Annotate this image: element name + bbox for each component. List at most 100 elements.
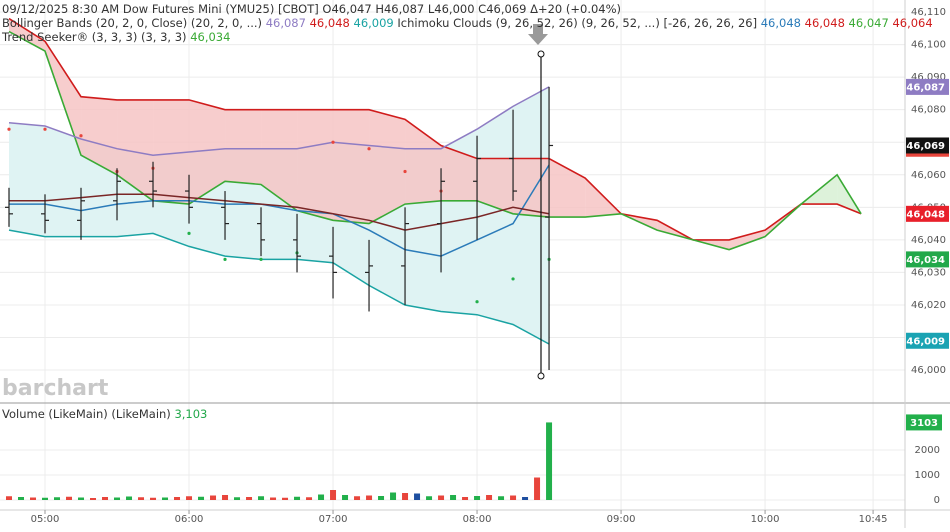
legend: 09/12/2025 8:30 AM Dow Futures Mini (YMU… (1, 2, 933, 421)
span-b-line (8, 17, 862, 241)
legend-text: 46,064 (892, 16, 932, 30)
volume-bar (258, 496, 265, 500)
cloud-fill (81, 96, 118, 175)
volume-bar (42, 497, 49, 500)
cloud-fill (189, 99, 226, 205)
y-tick-label: 46,110 (911, 7, 946, 18)
bollinger-lower (8, 229, 550, 345)
volume-bar (474, 496, 481, 500)
volume-bar (234, 497, 241, 500)
volume-bar (390, 492, 397, 500)
cloud-fill (261, 109, 298, 211)
volume-bar (354, 496, 361, 500)
volume-bar (138, 497, 145, 500)
trend-seeker-dot (475, 300, 479, 304)
trend-seeker-dot (331, 140, 335, 144)
y-tick-label: 46,020 (911, 300, 946, 311)
volume-tag (906, 414, 942, 431)
volume-bar (90, 498, 97, 500)
x-tick-label: 10:45 (859, 514, 888, 525)
trend-seeker-dot (43, 127, 47, 131)
volume-bar (510, 495, 517, 500)
cloud-fill (333, 109, 370, 224)
cloud-fill (225, 109, 262, 185)
volume-bar (486, 495, 493, 500)
x-tick-label: 05:00 (31, 514, 60, 525)
y-tick-label: 46,040 (911, 235, 946, 246)
x-tick-label: 06:00 (175, 514, 204, 525)
legend-text: Volume (LikeMain) (LikeMain) (2, 407, 174, 421)
trend-seeker-dot (7, 127, 11, 131)
axes: 46,00046,01046,02046,03046,04046,05046,0… (31, 7, 949, 525)
y-tick-label: 0 (934, 495, 940, 506)
legend-line: 09/12/2025 8:30 AM Dow Futures Mini (YMU… (2, 2, 621, 16)
volume-bar (534, 477, 541, 500)
watermark: barchart (2, 376, 109, 401)
y-tick-label: 1000 (915, 470, 940, 481)
volume-bar (306, 497, 313, 500)
volume-bar (342, 495, 349, 500)
trend-seeker-dot (403, 169, 407, 174)
volume-bar (66, 496, 73, 500)
price-tag (906, 332, 949, 349)
crosshair-handle (537, 50, 545, 58)
y-tick-label: 46,060 (911, 170, 946, 181)
price-tag (906, 251, 949, 268)
legend-text: 3,103 (174, 407, 207, 421)
volume-bar (546, 422, 553, 500)
volume-bar (222, 495, 229, 500)
volume-bar (318, 494, 325, 500)
volume-pane (6, 422, 553, 500)
price-tag-label: 46,048 (906, 209, 945, 220)
volume-bar (114, 497, 121, 500)
x-tick-label: 10:00 (751, 514, 780, 525)
legend-text: 46,087 (266, 16, 310, 30)
legend-text: 46,009 (354, 16, 398, 30)
bollinger-middle (9, 164, 550, 257)
y-tick-label: 2000 (915, 445, 940, 456)
legend-text: 46,047 (849, 16, 893, 30)
price-tag (906, 78, 949, 95)
trend-seeker-dot (367, 147, 371, 151)
trend-seeker-dot (79, 134, 83, 138)
legend-text: 46,048 (805, 16, 849, 30)
legend-line: Trend Seeker® (3, 3, 3) (3, 3, 3) 46,034 (1, 30, 230, 44)
volume-bar (378, 496, 385, 500)
x-tick-label: 08:00 (463, 514, 492, 525)
x-tick-label: 09:00 (607, 514, 636, 525)
volume-bar (270, 497, 277, 500)
cloud-fill (729, 230, 766, 250)
volume-bar (210, 495, 217, 500)
price-tag-label: 46,087 (906, 82, 945, 93)
cloud-fill (369, 109, 406, 224)
legend-text: 09/12/2025 8:30 AM Dow Futures Mini (YMU… (2, 2, 621, 16)
crosshair-handle (537, 372, 545, 380)
legend-text: Bollinger Bands (20, 2, 0, Close) (20, 2… (2, 16, 266, 30)
volume-bar (102, 497, 109, 500)
volume-bar (414, 493, 421, 500)
volume-bar (78, 497, 85, 500)
legend-text: 46,034 (190, 30, 230, 44)
bollinger-upper (8, 86, 550, 156)
price-tag (906, 137, 949, 154)
price-tag-label: 46,034 (906, 255, 945, 266)
legend-line: Volume (LikeMain) (LikeMain) 3,103 (2, 407, 207, 421)
legend-text: 46,048 (310, 16, 354, 30)
volume-bar (402, 493, 409, 500)
trend-seeker-dot (511, 277, 515, 281)
cloud-fill (405, 119, 442, 205)
volume-bar (174, 497, 181, 500)
volume-bar (522, 497, 529, 500)
volume-bar (54, 497, 61, 500)
y-tick-label: 46,000 (911, 365, 946, 376)
volume-bar (246, 497, 253, 500)
volume-bar (30, 497, 37, 500)
cloud-fill (9, 18, 46, 52)
price-tag-label: 46,069 (906, 141, 945, 152)
cloud-fill (153, 99, 190, 205)
trend-seeker-dot (187, 231, 191, 235)
volume-bar (462, 497, 469, 500)
y-tick-label: 46,030 (911, 267, 946, 278)
